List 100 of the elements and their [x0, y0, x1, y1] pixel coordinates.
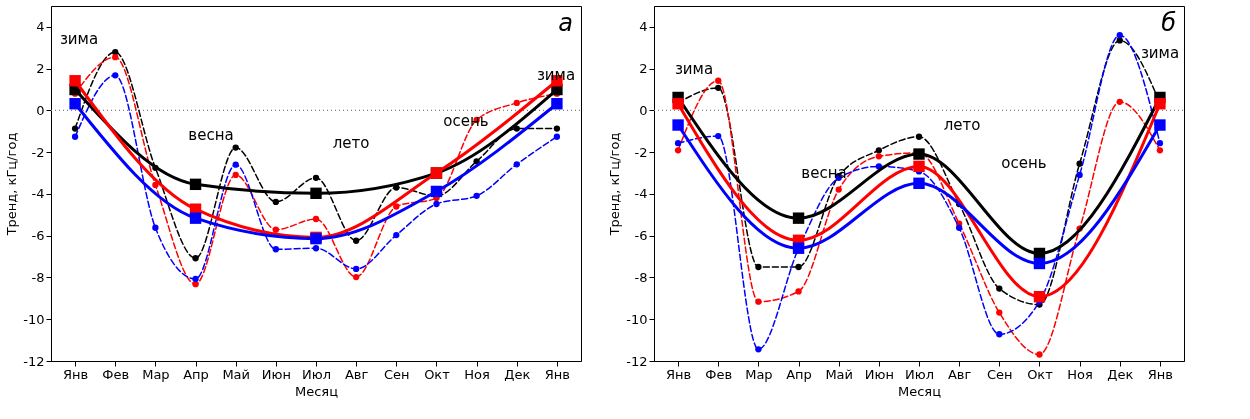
point	[152, 181, 159, 189]
x-tick-label: Апр	[183, 366, 209, 382]
point	[913, 148, 925, 160]
point	[755, 346, 762, 353]
y-tick-label: -12	[626, 353, 648, 369]
x-tick-label: Ноя	[464, 366, 490, 382]
point	[996, 285, 1003, 292]
point	[674, 140, 682, 147]
point	[1156, 147, 1164, 154]
x-tick-label: Сен	[384, 366, 410, 382]
point	[795, 263, 802, 271]
annotation: зима	[1140, 44, 1180, 62]
point	[1154, 119, 1166, 131]
point	[1076, 171, 1083, 179]
x-tick-label: Окт	[1027, 366, 1054, 382]
x-tick-label: Янв	[665, 366, 692, 382]
x-tick-label: Июл	[905, 366, 934, 382]
point	[71, 125, 79, 132]
annotation: зима	[536, 66, 576, 84]
point	[715, 84, 722, 92]
annotation: весна	[801, 164, 847, 182]
point	[192, 255, 199, 262]
point	[875, 147, 883, 154]
point	[192, 281, 199, 288]
point	[996, 309, 1003, 316]
y-tick-label: 4	[36, 19, 45, 35]
point	[553, 125, 561, 132]
point	[430, 185, 443, 198]
y-tick-label: -8	[31, 269, 45, 285]
point	[189, 178, 202, 191]
x-tick-label: Май	[825, 366, 854, 382]
point	[1036, 351, 1043, 358]
point	[69, 98, 81, 110]
x-tick-label: Апр	[786, 366, 812, 382]
x-tick-label: Янв	[62, 366, 89, 382]
point	[272, 198, 280, 206]
point	[553, 133, 561, 140]
x-tick-label: Дек	[1107, 366, 1134, 382]
point	[755, 263, 762, 271]
x-tick-label: Янв	[1147, 366, 1174, 382]
point	[473, 192, 480, 199]
point	[152, 224, 159, 231]
point	[312, 245, 320, 252]
point	[672, 119, 684, 131]
point	[913, 160, 925, 173]
annotation: б	[1161, 9, 1177, 37]
x-tick-label: Окт	[424, 366, 451, 382]
y-tick-label: 2	[36, 61, 45, 77]
y-tick-label: 4	[639, 19, 648, 35]
point	[393, 231, 400, 239]
point	[795, 288, 802, 295]
point	[513, 99, 520, 107]
y-tick-label: 2	[639, 61, 648, 77]
x-tick-label: Авг	[344, 366, 369, 382]
point	[835, 186, 842, 193]
point	[1116, 98, 1123, 106]
y-tick-label: -6	[634, 228, 648, 244]
x-tick-label: Сен	[987, 366, 1013, 382]
x-axis-title: Месяц	[294, 383, 339, 399]
x-tick-label: Июн	[261, 366, 291, 382]
y-tick-label: -6	[31, 228, 45, 244]
y-tick-label: -2	[31, 144, 45, 160]
point	[1116, 37, 1123, 44]
point	[1076, 160, 1083, 167]
point	[189, 212, 202, 224]
annotation: весна	[188, 126, 234, 144]
point	[310, 187, 322, 200]
x-tick-label: Мар	[745, 366, 773, 382]
y-tick-label: -12	[23, 353, 45, 369]
annotation: осень	[443, 112, 489, 130]
x-tick-label: Июн	[864, 366, 894, 382]
point	[955, 224, 963, 231]
annotation: лето	[943, 116, 981, 134]
point	[272, 246, 280, 253]
x-tick-label: Мар	[142, 366, 170, 382]
y-tick-label: -10	[23, 311, 45, 327]
annotation: а	[558, 9, 573, 37]
point	[312, 215, 320, 223]
point	[513, 161, 520, 168]
x-tick-label: Янв	[544, 366, 571, 382]
x-tick-label: Дек	[504, 366, 531, 382]
point	[1033, 290, 1046, 303]
point	[272, 226, 280, 233]
x-tick-label: Авг	[947, 366, 972, 382]
point	[232, 161, 239, 168]
point	[192, 275, 199, 283]
x-tick-label: Фев	[102, 366, 130, 382]
point	[1156, 140, 1164, 147]
point	[393, 203, 400, 210]
x-tick-label: Июл	[302, 366, 331, 382]
annotation: зима	[59, 30, 99, 48]
y-tick-label: -4	[634, 186, 648, 202]
point	[71, 133, 79, 140]
point	[513, 125, 520, 132]
point	[1033, 257, 1046, 270]
point	[112, 48, 119, 56]
point	[433, 200, 440, 208]
point	[715, 77, 722, 84]
point	[551, 98, 563, 110]
point	[232, 171, 239, 179]
